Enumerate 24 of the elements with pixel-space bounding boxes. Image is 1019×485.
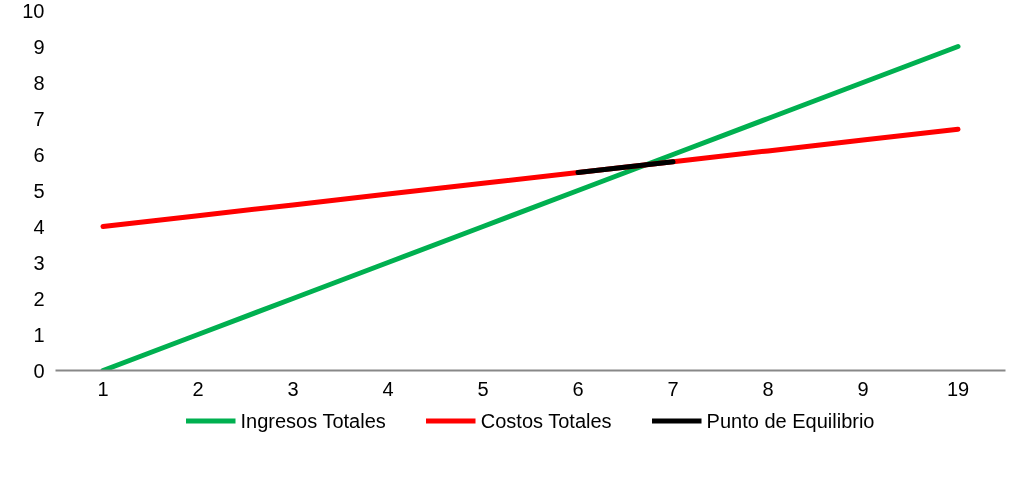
x-tick-label: 8 bbox=[762, 377, 774, 400]
x-tick-label: 2 bbox=[192, 377, 204, 400]
y-tick-label: 10 bbox=[22, 0, 45, 22]
x-tick-label: 4 bbox=[382, 377, 394, 400]
x-tick-label: 1 bbox=[97, 377, 109, 400]
y-tick-label: 5 bbox=[33, 179, 45, 202]
y-tick-label: 4 bbox=[33, 215, 45, 238]
y-tick-label: 3 bbox=[33, 251, 45, 274]
x-tick-label: 19 bbox=[946, 377, 970, 400]
y-tick-label: 7 bbox=[33, 107, 45, 130]
y-tick-label: 1 bbox=[33, 323, 45, 346]
x-tick-label: 5 bbox=[477, 377, 489, 400]
y-tick-label: 8 bbox=[33, 71, 45, 94]
x-tick-label: 7 bbox=[667, 377, 679, 400]
x-tick-label: 6 bbox=[572, 377, 584, 400]
x-tick-label: 3 bbox=[287, 377, 299, 400]
x-tick-label: 9 bbox=[857, 377, 869, 400]
legend-label: Punto de Equilibrio bbox=[706, 409, 875, 432]
y-tick-label: 2 bbox=[33, 287, 45, 310]
y-tick-label: 0 bbox=[33, 359, 45, 382]
y-tick-label: 6 bbox=[33, 143, 45, 166]
y-tick-label: 9 bbox=[33, 35, 45, 58]
legend-label: Ingresos Totales bbox=[240, 409, 386, 432]
legend-label: Costos Totales bbox=[480, 409, 612, 432]
